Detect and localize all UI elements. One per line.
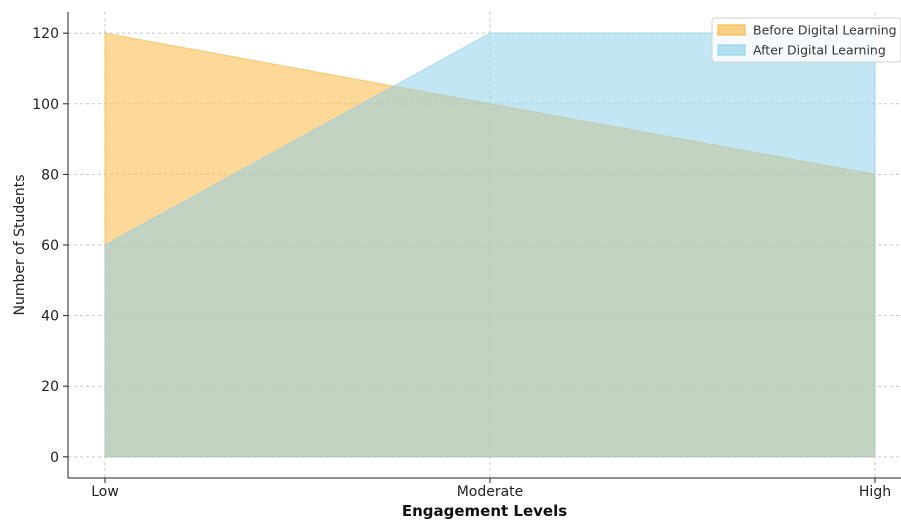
y-tick-label: 0	[50, 450, 59, 466]
legend-box	[711, 17, 901, 63]
y-tick-label: 120	[32, 26, 59, 42]
legend: Before Digital Learning After Digital Lea…	[711, 17, 901, 63]
x-ticks: Low Moderate High	[91, 478, 891, 500]
area-series-2	[104, 32, 876, 458]
y-tick-label: 20	[41, 379, 59, 395]
legend-swatch	[717, 44, 746, 56]
x-tick-label: Moderate	[457, 484, 524, 500]
y-axis-title: Number of Students	[12, 174, 28, 315]
y-tick-label: 100	[32, 97, 59, 113]
y-ticks: 0 20 40 60 80 100 120	[32, 26, 68, 466]
y-tick-label: 80	[41, 167, 59, 183]
x-tick-label: Low	[91, 484, 119, 500]
y-tick-label: 40	[41, 309, 59, 325]
area-series	[104, 32, 876, 458]
legend-swatch	[717, 24, 746, 36]
x-tick-label: High	[859, 484, 891, 500]
x-axis-title: Engagement Levels	[402, 502, 567, 520]
legend-label: After Digital Learning	[753, 43, 886, 58]
legend-label: Before Digital Learning	[753, 23, 897, 38]
y-tick-label: 60	[41, 238, 59, 254]
